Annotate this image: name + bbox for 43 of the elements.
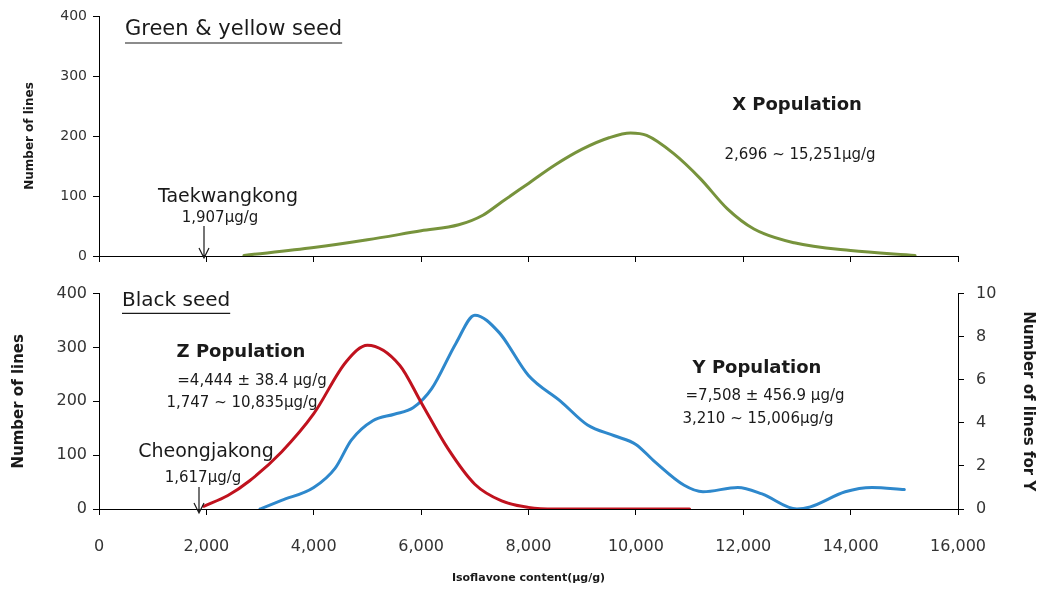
annotation: 1,747 ~ 10,835μg/g: [166, 392, 318, 411]
x-tick-label: 16,000: [930, 535, 986, 555]
y2-tick-label: 2: [976, 455, 987, 475]
y-tick-label: 300: [56, 336, 87, 356]
y2-tick-label: 8: [976, 325, 987, 345]
x-axis-title: Isoflavone content(μg/g): [451, 571, 606, 585]
y2-tick-label: 6: [976, 368, 987, 388]
annotation: Y Population: [691, 355, 822, 377]
x-tick-label: 14,000: [822, 535, 879, 555]
y-tick-label: 100: [60, 186, 87, 203]
annotation: 1,617μg/g: [164, 467, 242, 486]
y-tick-label: 0: [78, 246, 87, 263]
x-tick-label: 6,000: [398, 535, 445, 555]
y-tick-label: 200: [56, 390, 87, 410]
y-tick-label: 200: [60, 126, 87, 143]
y-tick-label: 0: [76, 498, 87, 518]
x-tick-label: 12,000: [715, 535, 772, 555]
x-tick-label: 0: [93, 535, 105, 555]
x-tick-label: 4,000: [290, 535, 337, 555]
x-tick-label: 8,000: [505, 535, 552, 555]
y-axis-title: Number of lines: [8, 333, 27, 469]
y-axis-title: Number of lines: [22, 82, 37, 190]
y2-tick-label: 0: [976, 498, 987, 518]
annotation: X Population: [732, 92, 862, 114]
annotation: 2,696 ~ 15,251μg/g: [724, 144, 876, 163]
annotation: Taekwangkong: [156, 183, 299, 206]
chart-title: Green & yellow seed: [125, 16, 343, 41]
y2-tick-label: 10: [976, 282, 997, 302]
y2-tick-label: 4: [976, 412, 987, 431]
y-tick-label: 300: [60, 66, 87, 83]
annotation: Z Population: [176, 339, 306, 361]
y-tick-label: 400: [60, 6, 87, 23]
annotation: 3,210 ~ 15,006μg/g: [682, 408, 834, 427]
annotation: 1,907μg/g: [181, 207, 259, 226]
annotation: =4,444 ± 38.4 μg/g: [177, 370, 327, 389]
y2-axis-title: Number of lines for Y: [1020, 311, 1038, 493]
y-tick-label: 100: [56, 444, 87, 464]
x-tick-label: 2,000: [183, 535, 230, 555]
y-tick-label: 400: [56, 282, 87, 302]
x-tick-label: 10,000: [607, 535, 664, 555]
annotation: Cheongjakong: [138, 438, 274, 461]
annotation: =7,508 ± 456.9 μg/g: [685, 385, 845, 404]
chart-title: Black seed: [122, 287, 231, 312]
